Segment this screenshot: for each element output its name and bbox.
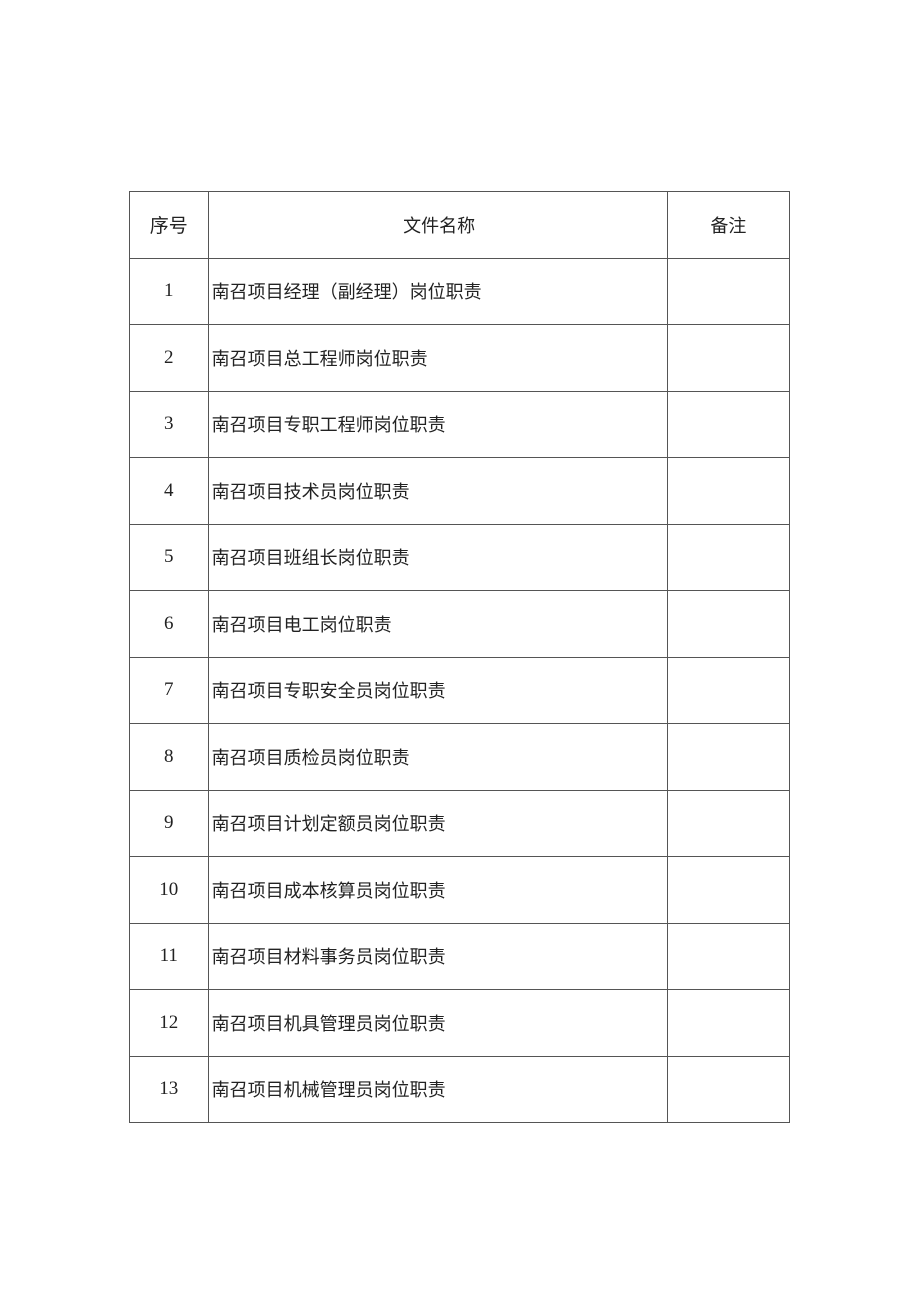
row-number: 4 <box>129 457 209 525</box>
row-number: 5 <box>129 523 209 591</box>
table-row: 10 南召项目成本核算员岗位职责 <box>129 856 791 924</box>
table-header-row: 序号 文件名称 备注 <box>129 191 791 259</box>
file-name-cell: 南召项目专职工程师岗位职责 <box>207 390 668 458</box>
remarks-cell <box>666 324 791 392</box>
remarks-cell <box>666 922 791 990</box>
file-name-cell: 南召项目质检员岗位职责 <box>207 723 668 791</box>
remarks-cell <box>666 1055 791 1123</box>
table-row: 3 南召项目专职工程师岗位职责 <box>129 390 791 458</box>
file-name-cell: 南召项目总工程师岗位职责 <box>207 324 668 392</box>
file-name-cell: 南召项目机具管理员岗位职责 <box>207 989 668 1057</box>
remarks-cell <box>666 989 791 1057</box>
row-number: 10 <box>129 856 209 924</box>
table-row: 9 南召项目计划定额员岗位职责 <box>129 789 791 857</box>
table-row: 4 南召项目技术员岗位职责 <box>129 457 791 525</box>
table-row: 5 南召项目班组长岗位职责 <box>129 523 791 591</box>
row-number: 9 <box>129 789 209 857</box>
row-number: 8 <box>129 723 209 791</box>
remarks-cell <box>666 789 791 857</box>
file-name-cell: 南召项目机械管理员岗位职责 <box>207 1055 668 1123</box>
table-row: 12 南召项目机具管理员岗位职责 <box>129 989 791 1057</box>
file-name-cell: 南召项目经理（副经理）岗位职责 <box>207 257 668 325</box>
table-row: 1 南召项目经理（副经理）岗位职责 <box>129 257 791 325</box>
table-row: 2 南召项目总工程师岗位职责 <box>129 324 791 392</box>
file-name-cell: 南召项目班组长岗位职责 <box>207 523 668 591</box>
document-list-table: 序号 文件名称 备注 1 南召项目经理（副经理）岗位职责 2 南召项目总工程师岗位职责… <box>129 191 791 1123</box>
remarks-cell <box>666 257 791 325</box>
table-row: 8 南召项目质检员岗位职责 <box>129 723 791 791</box>
remarks-cell <box>666 856 791 924</box>
row-number: 12 <box>129 989 209 1057</box>
row-number: 6 <box>129 590 209 658</box>
row-number: 2 <box>129 324 209 392</box>
file-name-cell: 南召项目专职安全员岗位职责 <box>207 656 668 724</box>
remarks-cell <box>666 590 791 658</box>
remarks-cell <box>666 723 791 791</box>
header-serial-number: 序号 <box>129 191 209 259</box>
file-name-cell: 南召项目技术员岗位职责 <box>207 457 668 525</box>
row-number: 11 <box>129 922 209 990</box>
file-name-cell: 南召项目电工岗位职责 <box>207 590 668 658</box>
row-number: 13 <box>129 1055 209 1123</box>
row-number: 3 <box>129 390 209 458</box>
table-row: 13 南召项目机械管理员岗位职责 <box>129 1055 791 1123</box>
file-name-cell: 南召项目计划定额员岗位职责 <box>207 789 668 857</box>
file-name-cell: 南召项目成本核算员岗位职责 <box>207 856 668 924</box>
header-file-name: 文件名称 <box>207 191 668 259</box>
file-name-cell: 南召项目材料事务员岗位职责 <box>207 922 668 990</box>
remarks-cell <box>666 390 791 458</box>
table-row: 6 南召项目电工岗位职责 <box>129 590 791 658</box>
table-row: 7 南召项目专职安全员岗位职责 <box>129 656 791 724</box>
row-number: 1 <box>129 257 209 325</box>
header-remarks: 备注 <box>666 191 791 259</box>
remarks-cell <box>666 457 791 525</box>
row-number: 7 <box>129 656 209 724</box>
remarks-cell <box>666 523 791 591</box>
remarks-cell <box>666 656 791 724</box>
table-row: 11 南召项目材料事务员岗位职责 <box>129 922 791 990</box>
